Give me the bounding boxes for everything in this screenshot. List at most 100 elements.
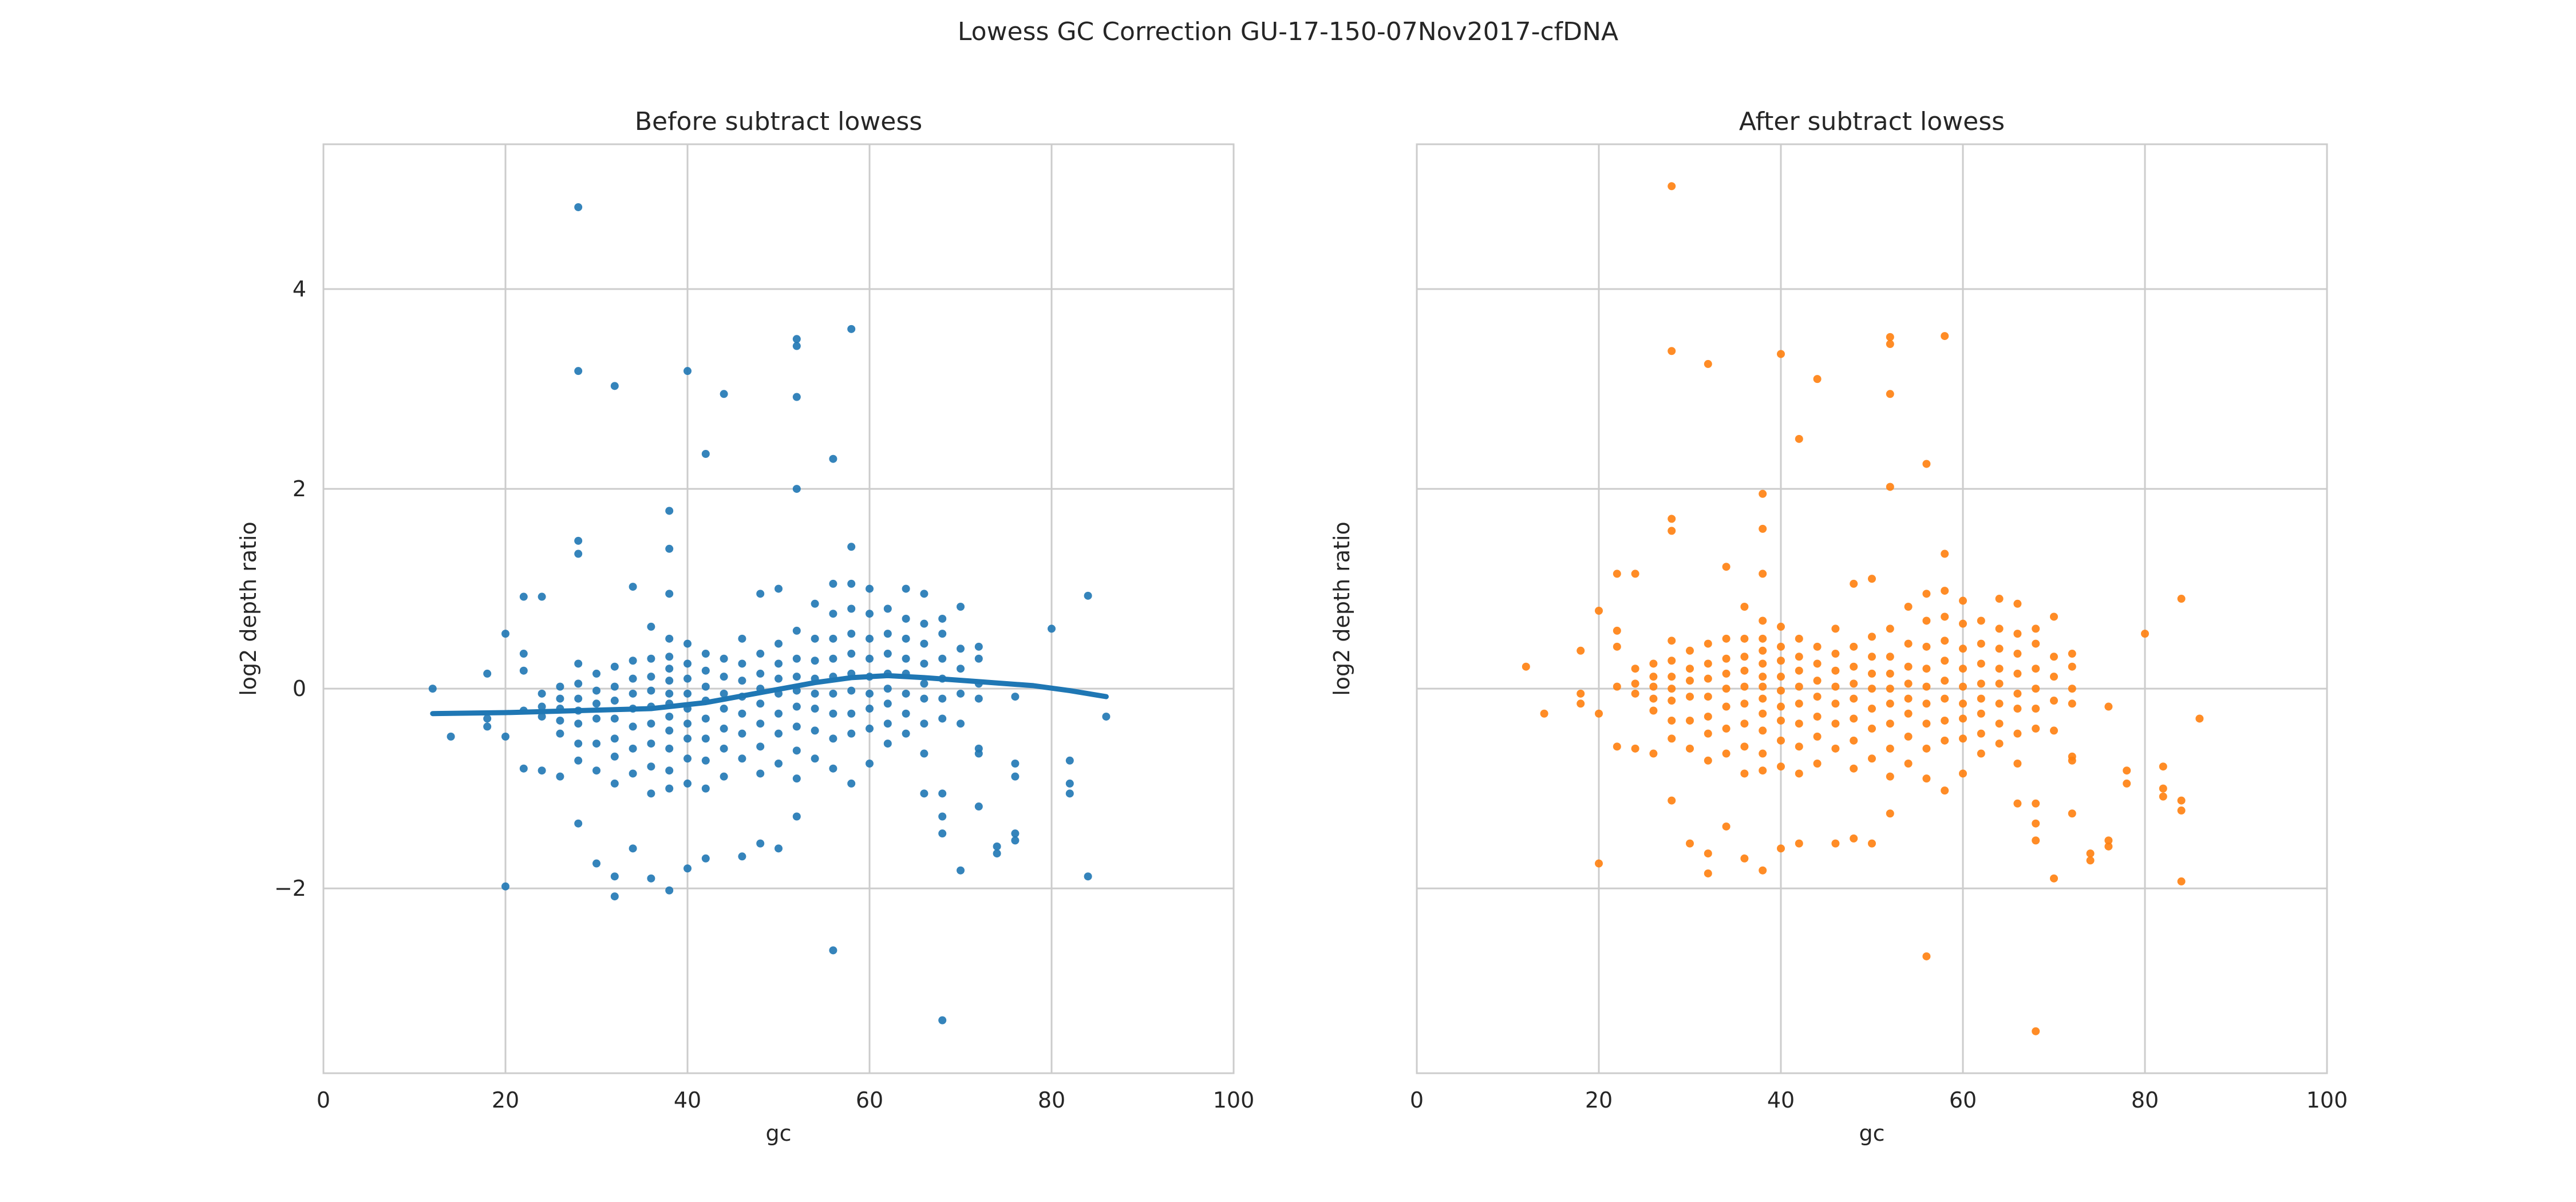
panel-after-subtract-lowess: 0 20 40 60 80 100 After subtract lowess gc log2 … <box>1329 107 2348 1146</box>
scatter-point <box>2032 665 2040 673</box>
y-axis-label: log2 depth ratio <box>236 521 261 695</box>
scatter-point <box>1922 744 1931 753</box>
scatter-point <box>1995 645 2004 653</box>
scatter-point <box>1740 634 1749 643</box>
scatter-point <box>1868 705 1876 713</box>
scatter-point <box>1740 603 1749 611</box>
scatter-point <box>629 674 637 683</box>
scatter-point <box>847 650 856 658</box>
scatter-point <box>1941 549 1949 558</box>
scatter-point <box>1850 736 1858 745</box>
scatter-point <box>1904 694 1913 703</box>
scatter-point <box>866 689 874 698</box>
scatter-point <box>1795 682 1803 691</box>
scatter-point <box>1959 596 1967 605</box>
scatter-point <box>683 779 692 788</box>
scatter-point <box>775 709 783 718</box>
x-tick-label: 100 <box>1213 1088 1255 1113</box>
scatter-point <box>938 614 947 623</box>
scatter-point <box>1868 653 1876 661</box>
scatter-point <box>1777 642 1785 651</box>
scatter-point <box>883 604 892 613</box>
scatter-point <box>574 756 583 765</box>
scatter-point <box>1722 654 1730 663</box>
scatter-point <box>1522 662 1530 671</box>
scatter-point <box>1959 734 1967 743</box>
scatter-point <box>847 325 856 333</box>
scatter-point <box>957 719 965 728</box>
scatter-point <box>483 669 492 678</box>
scatter-point <box>1868 575 1876 583</box>
scatter-point <box>1759 673 1767 681</box>
scatter-point <box>2177 595 2186 603</box>
scatter-point <box>1704 693 1712 701</box>
scatter-point <box>2159 784 2167 793</box>
scatter-point <box>2123 779 2131 788</box>
scatter-point <box>738 729 746 738</box>
scatter-point <box>1631 744 1639 753</box>
scatter-point <box>1668 657 1676 665</box>
scatter-point <box>701 734 710 743</box>
scatter-point <box>1740 719 1749 728</box>
scatter-point <box>1941 636 1949 645</box>
scatter-point <box>1941 332 1949 341</box>
scatter-point <box>683 864 692 873</box>
scatter-point <box>1886 809 1894 818</box>
scatter-point <box>1668 673 1676 681</box>
scatter-point <box>1868 754 1876 763</box>
scatter-point <box>1704 674 1712 683</box>
scatter-point <box>957 689 965 698</box>
scatter-point <box>883 719 892 728</box>
scatter-point <box>2123 766 2131 775</box>
scatter-point <box>592 669 600 678</box>
scatter-point <box>1995 699 2004 708</box>
scatter-point <box>1065 779 1074 788</box>
x-tick-label: 80 <box>1038 1088 1065 1113</box>
panel-title-before-subtract-lowess: Before subtract lowess <box>635 107 922 136</box>
scatter-point <box>1941 612 1949 621</box>
scatter-point <box>1922 952 1931 960</box>
scatter-point <box>1977 659 1985 668</box>
scatter-point <box>610 682 619 691</box>
scatter-point <box>1831 666 1840 675</box>
scatter-point <box>775 639 783 648</box>
scatter-point <box>610 734 619 743</box>
scatter-point <box>1922 719 1931 728</box>
scatter-point <box>1850 662 1858 671</box>
scatter-point <box>720 673 728 681</box>
scatter-point <box>1995 679 2004 688</box>
scatter-point <box>811 689 819 698</box>
scatter-point <box>920 619 929 628</box>
scatter-point <box>2068 650 2076 658</box>
scatter-point <box>829 734 837 743</box>
scatter-point <box>1777 622 1785 631</box>
scatter-point <box>2032 1027 2040 1035</box>
scatter-point <box>1831 624 1840 633</box>
scatter-point <box>1704 849 1712 858</box>
scatter-point <box>1850 834 1858 843</box>
scatter-point <box>866 610 874 618</box>
scatter-point <box>701 714 710 723</box>
scatter-point <box>2086 856 2095 865</box>
scatter-point <box>829 946 837 955</box>
scatter-point <box>1850 714 1858 723</box>
scatter-point <box>1922 642 1931 651</box>
scatter-point <box>2159 792 2167 801</box>
scatter-point <box>1904 732 1913 741</box>
scatter-point <box>647 686 655 695</box>
scatter-point <box>665 766 674 775</box>
scatter-point <box>1759 694 1767 703</box>
scatter-point <box>1595 859 1603 868</box>
scatter-point <box>756 769 765 778</box>
scatter-point <box>1649 694 1658 703</box>
scatter-point <box>738 709 746 718</box>
scatter-point <box>2013 689 2022 698</box>
panel-before-subtract-lowess: 0 20 40 60 80 100 −2 0 2 4 Before subtract lowess g… <box>236 107 1254 1146</box>
scatter-point <box>811 634 819 643</box>
scatter-point <box>1740 854 1749 863</box>
scatter-point <box>556 729 564 738</box>
scatter-point <box>1886 390 1894 398</box>
scatter-point <box>1831 719 1840 728</box>
scatter-point <box>2068 699 2076 708</box>
